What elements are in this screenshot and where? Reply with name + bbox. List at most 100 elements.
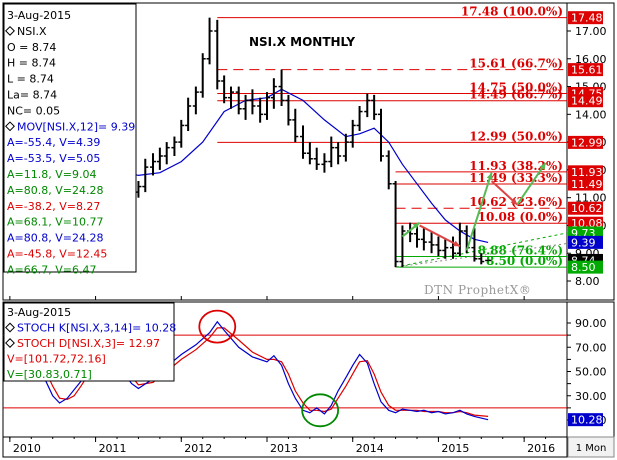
x-tick-label: 2015 — [441, 442, 469, 455]
period-button[interactable]: 1 Mon — [567, 436, 615, 458]
legend-entry: V=[30.83,0.71] — [7, 368, 92, 381]
level-label: 11.49 (33.3%) — [469, 171, 563, 185]
legend-marker — [5, 322, 15, 333]
price-bar — [235, 86, 242, 115]
legend-entry: A=-38.2, V=8.27 — [7, 200, 100, 213]
price-bar — [471, 228, 478, 262]
price-bar — [335, 142, 342, 165]
price-tag: 9.39 — [568, 235, 603, 249]
svg-text:14.49: 14.49 — [571, 95, 603, 108]
moving-average-line — [95, 88, 489, 243]
x-tick-label: 2016 — [527, 442, 555, 455]
legend-entry: A=80.8, V=24.28 — [7, 232, 103, 245]
price-bar — [435, 236, 442, 256]
price-bar — [156, 147, 163, 170]
price-bar — [292, 108, 299, 143]
price-bar — [328, 136, 335, 168]
level-label: 8.88 (76.4%) — [478, 244, 563, 258]
lower-y-tick-label: 90.00 — [575, 317, 607, 330]
legend-marker — [5, 338, 15, 348]
price-bar — [142, 158, 149, 193]
legend-entry: MOV[NSI.X,12]= 9.39 — [17, 120, 135, 133]
price-bar — [313, 147, 320, 170]
legend-entry: 3-Aug-2015 — [7, 9, 71, 22]
legend-marker — [5, 25, 15, 36]
price-bar — [456, 222, 463, 256]
price-bar — [356, 106, 363, 131]
price-bar — [414, 225, 420, 248]
price-bar — [371, 94, 378, 120]
price-bar — [392, 181, 399, 268]
price-bar — [306, 142, 313, 165]
upper-y-tick-label: 8.00 — [575, 275, 600, 288]
legend-entry: A=-45.8, V=12.45 — [7, 248, 107, 261]
price-bar — [257, 97, 264, 123]
watermark: DTN ProphetX® — [424, 283, 531, 297]
lower-y-tick-label: 50.00 — [575, 366, 607, 379]
price-bar — [178, 119, 185, 148]
price-bar — [450, 236, 456, 259]
legend-entry: H = 8.74 — [7, 57, 56, 70]
upper-legend: 3-Aug-2015 NSI.X O = 8.74 H = 8.74 L = 8.74 L… — [3, 3, 137, 276]
projection-line — [395, 232, 568, 268]
legend-entry: A=-55.4, V=4.39 — [7, 136, 100, 149]
price-tag: 12.99 — [568, 135, 603, 149]
price-bar — [199, 53, 206, 98]
price-bar — [163, 142, 170, 165]
level-label: 15.61 (66.7%) — [469, 57, 563, 71]
price-bar — [478, 253, 485, 265]
x-tick-label: 2012 — [184, 442, 212, 455]
level-label: 14.49 (66.7%) — [469, 88, 563, 102]
price-bar — [385, 150, 392, 190]
price-bar — [228, 86, 234, 109]
legend-entry: A=66.7, V=6.47 — [7, 263, 96, 276]
level-label: 12.99 (50.0%) — [469, 129, 563, 143]
legend-entry: A=11.8, V=9.04 — [7, 168, 96, 181]
price-bar — [171, 136, 178, 156]
legend-entry: L = 8.74 — [7, 73, 54, 86]
svg-text:12.99: 12.99 — [571, 136, 603, 149]
svg-text:17.48: 17.48 — [571, 12, 603, 25]
level-label: 11.93 (38.2%) — [469, 159, 563, 173]
price-bar — [264, 92, 270, 120]
price-bar — [364, 93, 371, 118]
svg-text:10.28: 10.28 — [571, 414, 603, 427]
projection-arrow — [401, 221, 421, 238]
legend-entry: La= 8.74 — [7, 89, 57, 102]
x-tick-label: 2011 — [99, 442, 127, 455]
upper-y-tick-label: 16.00 — [575, 53, 607, 66]
highlight-circle — [301, 393, 340, 428]
highlight-circle — [198, 309, 237, 344]
price-bar — [428, 231, 435, 254]
legend-entry: NSI.X — [17, 25, 47, 38]
svg-text:15.61: 15.61 — [571, 64, 603, 77]
x-axis: 2010 2011 2012 2013 2014 2015 2016 — [2, 296, 568, 458]
chart-title: NSI.X MONTHLY — [249, 35, 355, 49]
upper-panel: 17.0016.0015.0014.0013.0012.0011.0010.00… — [2, 2, 615, 301]
legend-entry: NC= 0.05 — [7, 104, 60, 117]
legend-entry: O = 8.74 — [7, 41, 56, 54]
x-axis-frame — [2, 436, 568, 458]
x-tick-label: 2013 — [270, 442, 298, 455]
level-label: 14.75 (50.0%) — [469, 81, 563, 95]
projection-arrow — [419, 224, 461, 248]
price-bar — [285, 94, 292, 126]
lower-y-tick-label: 70.00 — [575, 341, 607, 354]
price-bar — [270, 78, 277, 109]
legend-marker — [5, 121, 15, 132]
price-bar — [249, 89, 256, 115]
x-tick-label: 2014 — [356, 442, 384, 455]
price-bar — [150, 153, 156, 176]
period-button-label: 1 Mon — [576, 443, 607, 454]
legend-entry: A=80.8, V=24.28 — [7, 184, 103, 197]
svg-text:9.39: 9.39 — [571, 236, 596, 249]
price-tag: 14.49 — [568, 94, 603, 108]
price-tag: 11.49 — [568, 177, 603, 191]
x-tick-label: 2010 — [13, 442, 41, 455]
price-bar — [399, 225, 406, 268]
projection-arrow — [516, 162, 547, 206]
legend-entry: A=-53.5, V=5.05 — [7, 152, 100, 165]
legend-entry: 3-Aug-2015 — [7, 306, 71, 319]
price-bar — [349, 119, 356, 148]
